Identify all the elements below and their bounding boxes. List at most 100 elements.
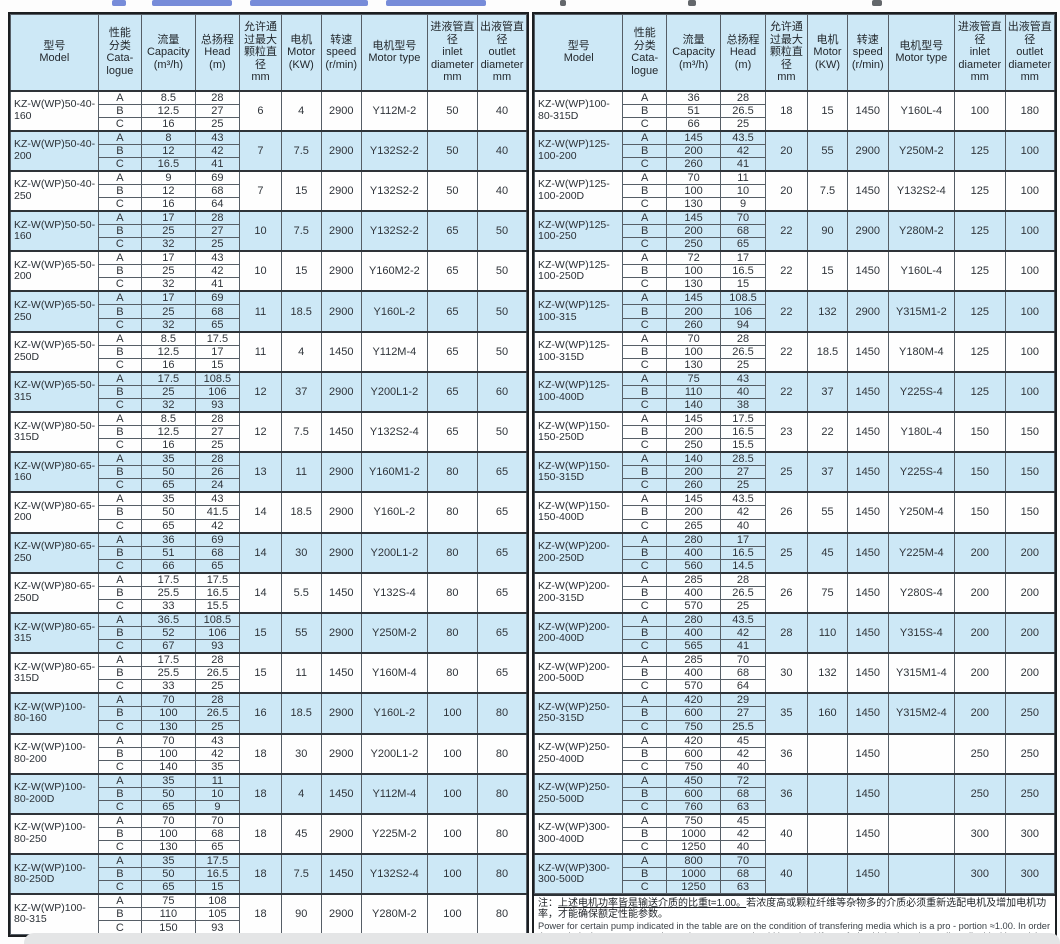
speed-cell: 2900 [320, 129, 362, 172]
inlet-cell: 125 [954, 290, 1006, 333]
catalogue-cell: C [622, 156, 668, 172]
speed-cell: 2900 [320, 210, 362, 252]
table-row: C 66 25 [535, 116, 1055, 132]
motor-type-cell [887, 732, 956, 775]
motor-type-cell: Y132S2-4 [887, 169, 956, 212]
catalogue-cell: C [622, 598, 668, 614]
capacity-cell: 16 [141, 357, 196, 373]
inlet-cell: 125 [954, 330, 1006, 373]
outlet-cell: 80 [476, 893, 528, 935]
capacity-cell: 52 [141, 625, 196, 641]
head-cell: 26.5 [720, 344, 766, 359]
head-cell: 70 [720, 210, 766, 226]
head-cell: 11 [194, 772, 241, 788]
table-row: C 130 25 [535, 357, 1055, 373]
table-row: KZ-W(WP)65-50-200 A 17 43 10 15 2900 Y160M2-2 65… [10, 250, 528, 292]
speed-cell: 1450 [847, 451, 889, 493]
table-row: KZ-W(WP)100-80-200D A 35 11 18 4 1450 Y112M-4 10… [10, 772, 528, 815]
head-cell: 9 [720, 197, 766, 212]
table-row: KZ-W(WP)200-200-250D A 280 17 25 45 1450 Y225M-… [533, 531, 1056, 574]
table-row: C 150 93 [11, 920, 527, 935]
head-cell: 25 [720, 478, 766, 493]
table-row: KZ-W(WP)125-100-315 A 145 108.5 22 132 2900 Y31… [533, 290, 1056, 333]
capacity-cell: 600 [666, 746, 722, 761]
motor-type-cell: Y250M-4 [887, 491, 956, 534]
head-cell: 64 [720, 679, 766, 694]
catalogue-cell: C [622, 880, 668, 895]
table-row: C 570 64 [535, 679, 1055, 694]
particle-cell: 20 [764, 169, 808, 212]
head-cell: 16.5 [194, 585, 241, 600]
speed-cell: 1450 [847, 772, 889, 815]
table-row: KZ-W(WP)50-40-200 A 8 43 7 7.5 2900 Y132S2-2 50 4… [10, 129, 528, 172]
speed-cell: 1450 [847, 732, 889, 775]
head-cell: 28 [194, 451, 241, 467]
catalogue-cell: A [622, 89, 668, 105]
catalogue-cell: A [622, 169, 668, 185]
capacity-cell: 110 [666, 384, 722, 400]
col-catalogue: 性能 分类 Cata-logue [97, 14, 143, 92]
table-row: B 400 16.5 [535, 545, 1055, 560]
outlet-cell: 180 [1004, 89, 1056, 132]
catalogue-cell: C [622, 197, 668, 212]
outlet-cell: 150 [1004, 491, 1056, 534]
head-cell: 28 [194, 652, 241, 668]
catalogue-cell: A [622, 250, 668, 266]
catalogue-cell: A [97, 531, 143, 547]
model-cell: KZ-W(WP)200-200-400D [533, 611, 624, 654]
table-row: B 100 26.5 [11, 706, 527, 721]
catalogue-cell: B [97, 585, 143, 600]
table-row: B 200 27 [535, 465, 1055, 480]
motor-type-cell: Y160M2-2 [360, 250, 428, 292]
table-row: B 25 106 [11, 384, 527, 400]
head-cell: 28 [720, 89, 766, 105]
head-cell: 10 [194, 786, 241, 801]
table-row: B 110 40 [535, 384, 1055, 400]
table-row: B 200 16.5 [535, 424, 1055, 440]
head-cell: 93 [194, 398, 241, 413]
outlet-cell: 100 [1004, 370, 1056, 413]
col-motor-kw: 电机 Motor (KW) [280, 14, 322, 92]
catalogue-cell: A [622, 210, 668, 226]
motor-type-cell: Y132S2-4 [360, 410, 428, 453]
outlet-cell: 200 [1004, 531, 1056, 574]
table-row: C 250 65 [535, 237, 1055, 252]
table-row: C 140 35 [11, 759, 527, 775]
head-cell: 63 [720, 880, 766, 895]
table-row: KZ-W(WP)150-150-315D A 140 28.5 25 37 1450 Y225… [533, 451, 1056, 493]
capacity-cell: 145 [666, 210, 722, 226]
capacity-cell: 72 [666, 250, 722, 266]
capacity-cell: 145 [666, 491, 722, 507]
catalogue-cell: A [622, 571, 668, 587]
catalogue-cell: B [622, 224, 668, 239]
capacity-cell: 265 [666, 518, 722, 534]
motor-type-cell: Y280M-2 [360, 893, 428, 935]
model-cell: KZ-W(WP)125-100-400D [533, 370, 624, 413]
table-row: B 100 26.5 [535, 344, 1055, 359]
capacity-cell: 35 [141, 451, 196, 467]
capacity-cell: 51 [141, 545, 196, 560]
table-row: C 1250 63 [535, 880, 1055, 895]
capacity-cell: 260 [666, 317, 722, 333]
capacity-cell: 32 [141, 237, 196, 252]
col-particle: 允许通 过最大 颗粒直径 mm [239, 14, 282, 92]
particle-cell: 18 [239, 772, 282, 815]
catalogue-cell: B [622, 786, 668, 801]
head-cell: 65 [720, 237, 766, 252]
capacity-cell: 35 [141, 853, 196, 869]
inlet-cell: 200 [954, 611, 1006, 654]
inlet-cell: 100 [426, 692, 478, 735]
motor-type-cell: Y160L-4 [887, 89, 956, 132]
outlet-cell: 40 [476, 169, 528, 212]
particle-cell: 35 [764, 692, 808, 735]
inlet-cell: 200 [954, 652, 1006, 694]
model-cell: KZ-W(WP)200-200-500D [533, 652, 624, 694]
catalogue-cell: C [622, 357, 668, 373]
catalogue-cell: A [97, 893, 143, 909]
model-cell: KZ-W(WP)250-250-400D [533, 732, 624, 775]
catalogue-cell: C [97, 880, 143, 895]
capacity-cell: 130 [141, 840, 196, 855]
table-row: B 100 16.5 [535, 264, 1055, 279]
model-cell: KZ-W(WP)80-65-200 [10, 491, 99, 534]
motor-kw-cell: 15 [280, 169, 322, 212]
